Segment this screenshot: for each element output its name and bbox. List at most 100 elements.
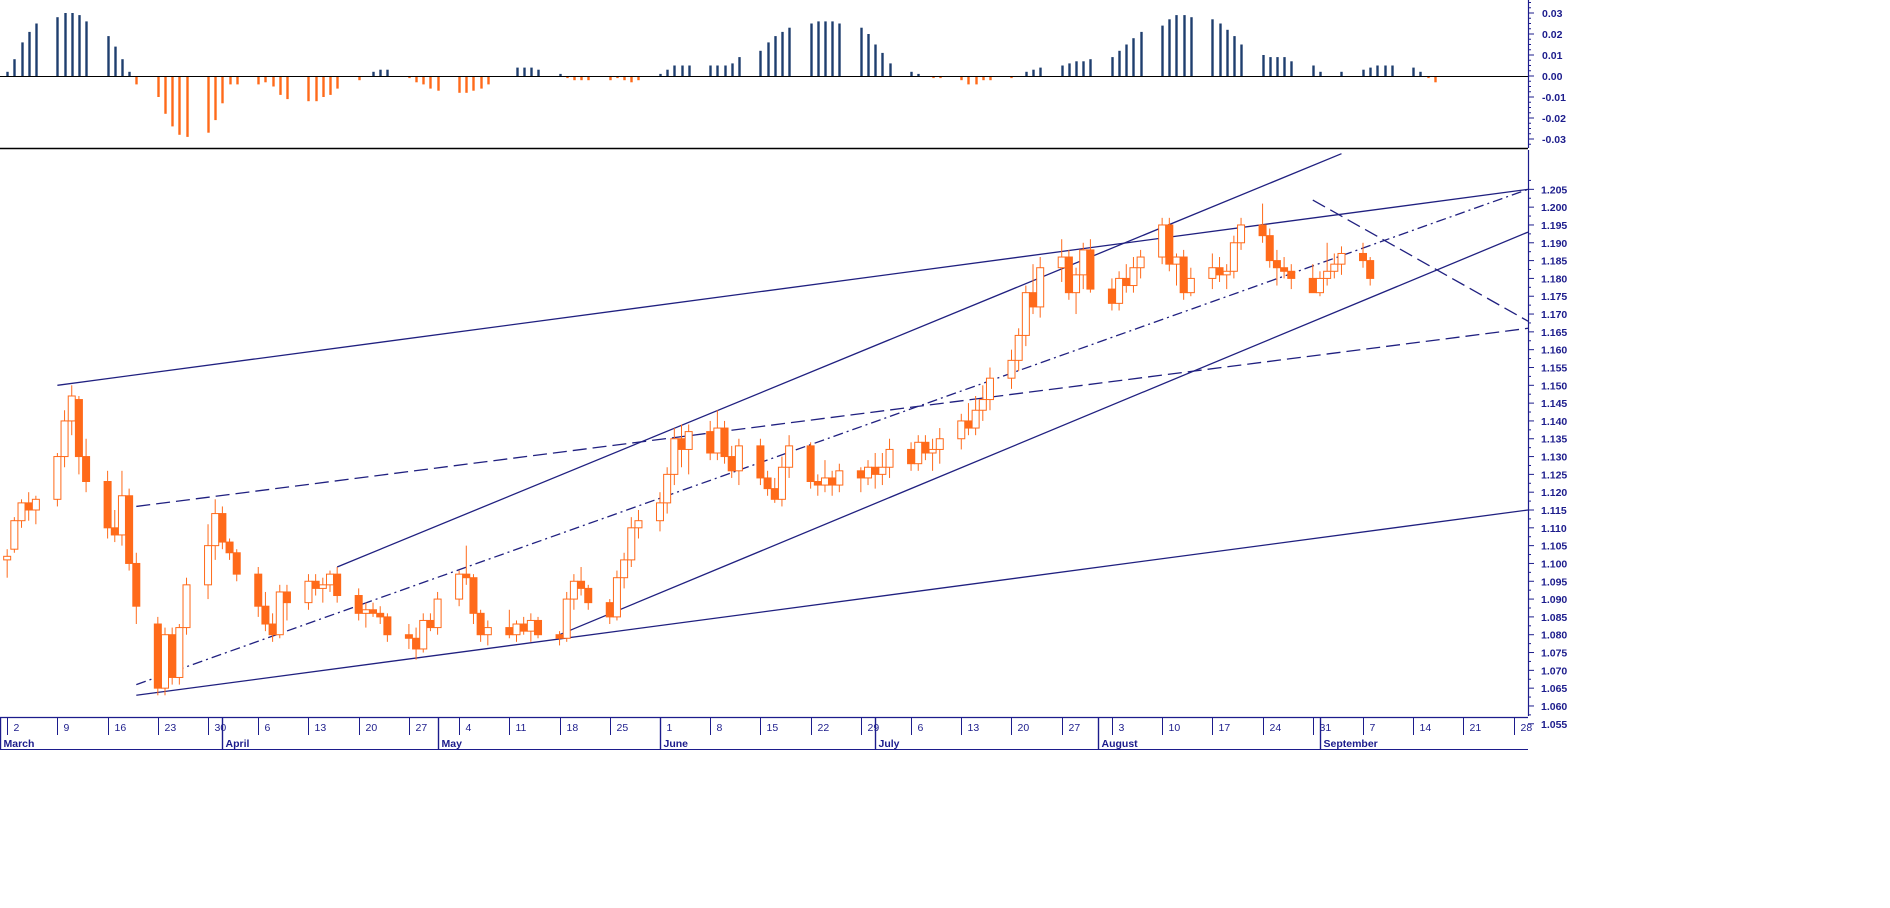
price-tick-label: 1.200 [1541, 202, 1567, 214]
price-tick-label: 1.065 [1541, 683, 1567, 695]
candle-body [1057, 256, 1066, 269]
candle [376, 606, 385, 625]
candle [31, 495, 40, 525]
candle-body [505, 627, 514, 636]
date-tick-label: 31 [1320, 722, 1332, 734]
candle [175, 624, 184, 685]
candle [1186, 267, 1195, 297]
candle-body [677, 438, 686, 450]
candle-body [935, 438, 944, 450]
candle [534, 616, 543, 639]
trendline-dashed [136, 327, 1529, 508]
candle [763, 470, 772, 496]
candle-body [777, 466, 786, 500]
date-tick-label: 14 [1420, 722, 1432, 734]
candle-body [706, 431, 715, 454]
price-tick-label: 1.150 [1541, 380, 1567, 392]
candle-body [1036, 267, 1045, 308]
candle-body [1237, 224, 1246, 244]
candle [914, 435, 923, 471]
candle-body [1308, 277, 1317, 294]
candle-body [526, 619, 535, 632]
date-tick-label: 2 [14, 722, 20, 734]
candle [153, 616, 162, 696]
candle-body [74, 399, 83, 458]
oscillator-tick-label: -0.02 [1542, 113, 1566, 125]
candle [469, 574, 478, 625]
candle-body [928, 448, 937, 454]
candle [806, 442, 815, 489]
candle-body [1222, 270, 1231, 276]
candle [1158, 217, 1167, 265]
price-tick-label: 1.170 [1541, 309, 1567, 321]
date-tick-label: 25 [617, 722, 629, 734]
trendlines-layer [57, 153, 1529, 696]
candle [1072, 267, 1081, 315]
candle-body [655, 502, 664, 522]
candle-body [1215, 267, 1224, 276]
candle [455, 570, 464, 607]
date-tick-label: 3 [1119, 722, 1125, 734]
price-tick-label: 1.205 [1541, 184, 1567, 196]
candle [182, 577, 191, 635]
candle-body [1122, 277, 1131, 287]
candle-body [455, 573, 464, 600]
price-tick-label: 1.075 [1541, 648, 1567, 660]
candle-body [132, 562, 141, 607]
candle-body [1179, 256, 1188, 294]
candle [1115, 271, 1124, 311]
candle-body [1158, 224, 1167, 258]
candle [770, 477, 779, 503]
date-tick-label: 30 [215, 722, 227, 734]
candle [1229, 235, 1238, 279]
candle [562, 591, 571, 642]
candle-body [835, 470, 844, 486]
candles-layer [3, 203, 1375, 696]
candle-body [3, 555, 12, 561]
candle [505, 609, 514, 639]
candle-body [325, 573, 334, 586]
price-tick-label: 1.090 [1541, 594, 1567, 606]
candle-body [483, 627, 492, 636]
candle [627, 517, 636, 568]
candle [512, 620, 521, 642]
candle [74, 395, 83, 475]
candle-body [160, 634, 169, 689]
candle-body [53, 456, 62, 500]
price-tick-label: 1.120 [1541, 487, 1567, 499]
candle-body [125, 495, 134, 564]
candle [225, 538, 234, 560]
price-tick-label: 1.195 [1541, 220, 1567, 232]
candle [820, 460, 829, 493]
candle-body [756, 445, 765, 479]
candle-body [1086, 249, 1095, 290]
candle-body [577, 580, 586, 589]
candle-body [469, 577, 478, 614]
candle-body [1014, 334, 1023, 361]
month-label: July [879, 738, 900, 750]
candle [885, 438, 894, 478]
candle-body [60, 420, 69, 458]
oscillator-tick-label: 0.02 [1542, 29, 1563, 41]
date-tick-label: 20 [1018, 722, 1030, 734]
candle [612, 570, 621, 621]
candle-body [713, 427, 722, 454]
candle [419, 613, 428, 653]
candle [978, 385, 987, 421]
candle-body [175, 627, 184, 678]
candle [1308, 264, 1317, 294]
date-tick-label: 1 [667, 722, 673, 734]
candle [53, 452, 62, 507]
candle [670, 428, 679, 486]
candle-body [914, 441, 923, 465]
candle [1136, 249, 1145, 279]
candle [928, 438, 937, 471]
candle-body [512, 623, 521, 636]
candle [1330, 253, 1339, 279]
candle-body [1337, 252, 1346, 265]
oscillator-tick-label: -0.01 [1542, 92, 1566, 104]
candle-body [318, 584, 327, 589]
candle [706, 420, 715, 461]
